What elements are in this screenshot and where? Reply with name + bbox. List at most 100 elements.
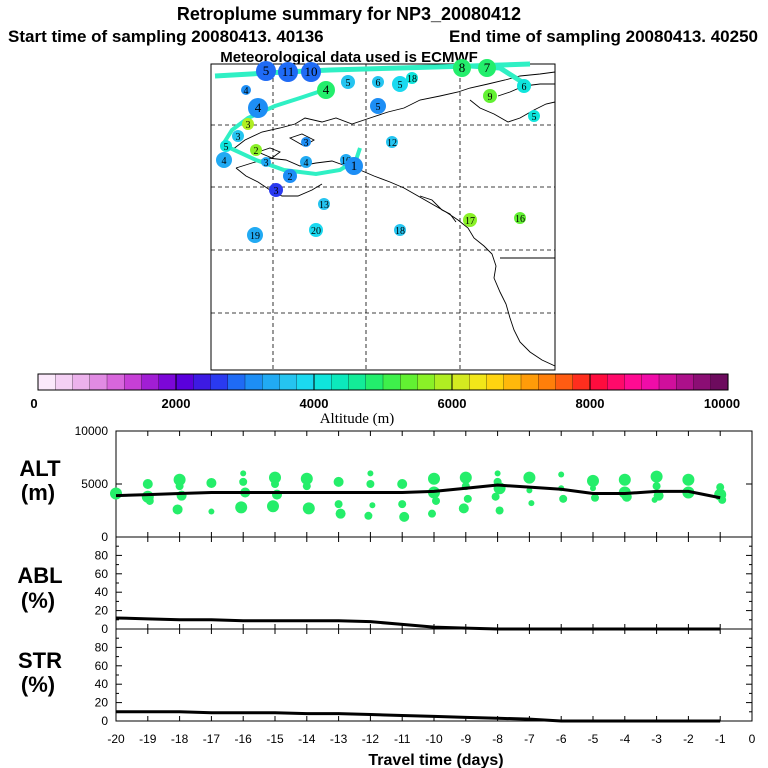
x-tick-label: -12 xyxy=(362,732,380,746)
map-cluster-circle xyxy=(250,144,262,156)
altitude-cluster-point xyxy=(364,511,373,520)
altitude-cluster-point xyxy=(369,502,376,509)
map-cluster-circle xyxy=(478,59,496,77)
altitude-cluster-point xyxy=(333,476,344,487)
x-tick-label: -13 xyxy=(330,732,348,746)
altitude-cluster-point xyxy=(172,504,183,515)
map-cluster-label: 3 xyxy=(236,132,241,143)
map-cluster-circle xyxy=(392,76,408,92)
map-cluster-label: 18 xyxy=(395,226,405,237)
colorbar-major-dividers xyxy=(175,374,591,390)
map-cluster-label: 4 xyxy=(323,82,330,97)
colorbar-tick-label: 8000 xyxy=(576,396,605,411)
map-cluster-circle xyxy=(514,212,526,224)
colorbar-cell xyxy=(658,373,677,391)
map-cluster-label: 3 xyxy=(246,120,251,131)
x-tick-label: 0 xyxy=(749,732,756,746)
x-tick-label: -17 xyxy=(203,732,221,746)
colorbar-cell xyxy=(313,373,332,391)
colorbar-cell xyxy=(538,373,557,391)
altitude-cluster-point xyxy=(206,477,217,488)
x-tick-label: -10 xyxy=(425,732,443,746)
x-tick-label: -15 xyxy=(266,732,284,746)
altitude-cluster-point xyxy=(428,472,440,485)
end-time-label: End time of sampling 20080413. 40250 xyxy=(449,27,758,46)
map-cluster-circle xyxy=(483,89,497,103)
abl-fraction-line xyxy=(115,616,721,631)
map-cluster-label: 5 xyxy=(398,80,403,91)
colorbar-cell xyxy=(503,373,522,391)
y-tick-label: 0 xyxy=(101,714,108,728)
colorbar-cell xyxy=(486,373,505,391)
y-tick-label: 20 xyxy=(95,604,109,618)
x-tick-label: -19 xyxy=(139,732,157,746)
map-cluster-label: 13 xyxy=(319,200,329,211)
colorbar-cell xyxy=(210,373,229,391)
x-tick-label: -20 xyxy=(107,732,125,746)
altitude-cluster-point xyxy=(240,470,247,477)
map-cluster-label: 8 xyxy=(459,60,466,75)
colorbar-cell xyxy=(141,373,160,391)
colorbar-cell xyxy=(296,373,315,391)
y-tick-label: 0 xyxy=(101,530,108,544)
altitude-cluster-point xyxy=(528,500,535,507)
str-panel-unit: (%) xyxy=(21,672,55,697)
map-cluster-circle xyxy=(232,130,244,142)
abl-panel: 80 60 40 20 0 xyxy=(95,536,753,636)
colorbar-cell xyxy=(158,373,177,391)
map-cluster-label: 18 xyxy=(407,74,417,85)
map-cluster-circle xyxy=(242,118,254,130)
altitude-cluster-point xyxy=(366,480,375,488)
map-cluster-label: 5 xyxy=(376,102,381,113)
colorbar-cell xyxy=(400,373,419,391)
colorbar-cell xyxy=(607,373,626,391)
altitude-cluster-point xyxy=(494,470,501,477)
map-cluster-circle xyxy=(301,62,321,82)
altitude-cluster-point xyxy=(590,485,596,492)
colorbar-frame xyxy=(37,373,729,391)
altitude-cluster-point xyxy=(428,509,436,518)
altitude-cluster-point xyxy=(239,477,248,486)
altitude-cluster-point xyxy=(491,492,500,501)
colorbar-cell xyxy=(262,373,281,391)
map-cluster-label: 10 xyxy=(305,64,318,79)
map-cluster-circle xyxy=(341,75,355,89)
map-cluster-label: 5 xyxy=(346,78,351,89)
altitude-colorbar: 0 2000 4000 6000 8000 10000 Altitude (m) xyxy=(30,373,740,427)
str-panel-label: STR xyxy=(18,648,62,673)
map-cluster-label: 7 xyxy=(484,60,491,75)
colorbar-cell xyxy=(37,373,56,391)
map-cluster-label: 10 xyxy=(341,156,351,167)
colorbar-cell xyxy=(693,373,712,391)
map-cluster-circle xyxy=(278,62,298,82)
map-cluster-label: 1 xyxy=(351,158,358,173)
altitude-cluster-point xyxy=(142,479,153,489)
altitude-cluster-point xyxy=(173,473,186,486)
map-cluster-label: 4 xyxy=(304,158,309,169)
map-cluster-circle xyxy=(453,59,471,77)
altitude-cluster-point xyxy=(591,493,599,502)
map-cluster-label: 4 xyxy=(244,86,249,97)
map-cluster-circle xyxy=(309,223,323,237)
colorbar-cell xyxy=(227,373,246,391)
map-cluster-label: 5 xyxy=(263,63,270,78)
figure-title: Retroplume summary for NP3_20080412 xyxy=(177,4,521,24)
altitude-cluster-point xyxy=(651,496,658,503)
altitude-cluster-point xyxy=(145,496,154,505)
map-cluster-label: 4 xyxy=(222,156,227,167)
x-tick-label: -9 xyxy=(460,732,471,746)
map-cluster-label: 3 xyxy=(264,158,269,169)
altitude-cluster-point xyxy=(682,473,695,486)
colorbar-cell xyxy=(572,373,591,391)
colorbar-cell xyxy=(641,373,660,391)
altitude-cluster-point xyxy=(652,482,661,491)
colorbar-cell xyxy=(382,373,401,391)
map-cluster-label: 3 xyxy=(274,186,279,197)
map-cluster-circle xyxy=(256,61,276,81)
x-tick-label: -8 xyxy=(492,732,503,746)
y-tick-label: 80 xyxy=(95,548,109,562)
map-cluster-label: 17 xyxy=(465,216,475,227)
y-tick-label: 40 xyxy=(95,585,109,599)
x-tick-label: -18 xyxy=(171,732,189,746)
altitude-panel: 10000 5000 0 xyxy=(75,424,753,544)
